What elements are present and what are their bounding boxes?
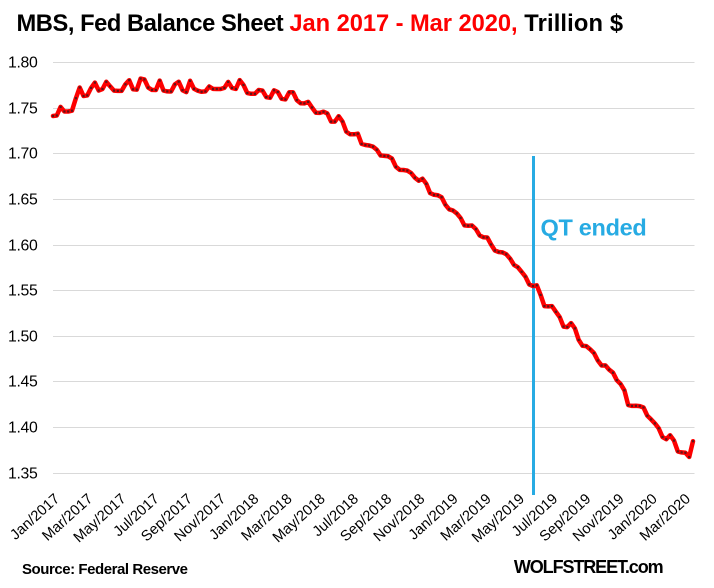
svg-text:1.80: 1.80 [8,54,38,71]
svg-text:1.55: 1.55 [8,282,38,299]
svg-text:1.35: 1.35 [8,465,38,482]
svg-text:1.50: 1.50 [8,328,38,345]
svg-text:1.60: 1.60 [8,237,38,254]
svg-text:1.40: 1.40 [8,419,38,436]
svg-text:QT ended: QT ended [541,215,647,241]
svg-text:Source: Federal Reserve: Source: Federal Reserve [22,561,188,578]
svg-text:1.45: 1.45 [8,373,38,390]
svg-text:MBS, Fed Balance Sheet Jan 201: MBS, Fed Balance Sheet Jan 2017 - Mar 20… [17,11,624,37]
svg-text:1.75: 1.75 [8,100,38,117]
svg-text:1.65: 1.65 [8,191,38,208]
svg-text:1.70: 1.70 [8,145,38,162]
svg-text:WOLFSTREET.com: WOLFSTREET.com [514,557,663,577]
